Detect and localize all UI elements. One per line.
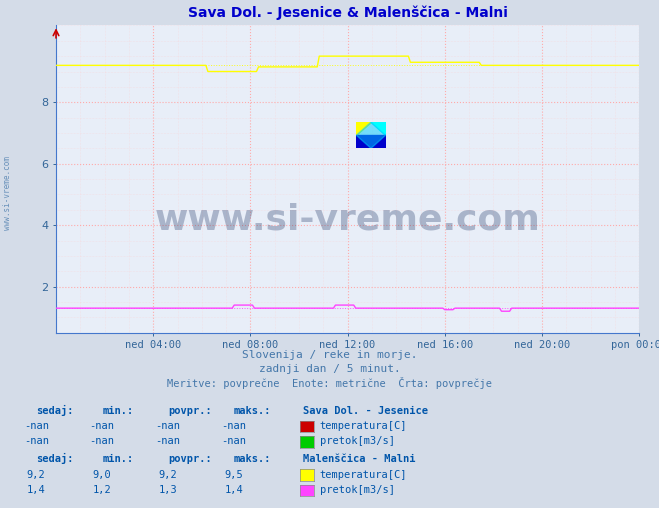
Text: sedaj:: sedaj: <box>36 453 74 464</box>
Text: 1,4: 1,4 <box>225 485 243 495</box>
Text: -nan: -nan <box>90 421 115 431</box>
Text: Malenščica - Malni: Malenščica - Malni <box>303 454 416 464</box>
Text: -nan: -nan <box>156 421 181 431</box>
Text: povpr.:: povpr.: <box>168 454 212 464</box>
Text: maks.:: maks.: <box>234 454 272 464</box>
Text: 9,5: 9,5 <box>225 469 243 480</box>
Text: temperatura[C]: temperatura[C] <box>320 469 407 480</box>
Text: pretok[m3/s]: pretok[m3/s] <box>320 436 395 447</box>
Text: min.:: min.: <box>102 406 133 416</box>
Text: 9,2: 9,2 <box>27 469 45 480</box>
Polygon shape <box>371 122 386 135</box>
Text: Slovenija / reke in morje.: Slovenija / reke in morje. <box>242 350 417 360</box>
Text: 1,3: 1,3 <box>159 485 177 495</box>
Text: -nan: -nan <box>221 421 246 431</box>
Text: www.si-vreme.com: www.si-vreme.com <box>3 156 13 230</box>
Text: www.si-vreme.com: www.si-vreme.com <box>155 202 540 236</box>
Text: maks.:: maks.: <box>234 406 272 416</box>
Text: -nan: -nan <box>24 421 49 431</box>
Text: 9,0: 9,0 <box>93 469 111 480</box>
Text: min.:: min.: <box>102 454 133 464</box>
Text: temperatura[C]: temperatura[C] <box>320 421 407 431</box>
Text: -nan: -nan <box>156 436 181 447</box>
Text: 9,2: 9,2 <box>159 469 177 480</box>
Title: Sava Dol. - Jesenice & Malenščica - Malni: Sava Dol. - Jesenice & Malenščica - Maln… <box>188 6 507 20</box>
Text: 1,4: 1,4 <box>27 485 45 495</box>
Polygon shape <box>357 122 386 148</box>
Text: sedaj:: sedaj: <box>36 405 74 416</box>
Text: -nan: -nan <box>90 436 115 447</box>
Text: pretok[m3/s]: pretok[m3/s] <box>320 485 395 495</box>
Text: -nan: -nan <box>221 436 246 447</box>
Text: povpr.:: povpr.: <box>168 406 212 416</box>
Polygon shape <box>357 122 371 135</box>
Text: 1,2: 1,2 <box>93 485 111 495</box>
Text: -nan: -nan <box>24 436 49 447</box>
Text: Sava Dol. - Jesenice: Sava Dol. - Jesenice <box>303 406 428 416</box>
Text: zadnji dan / 5 minut.: zadnji dan / 5 minut. <box>258 364 401 374</box>
Text: Meritve: povprečne  Enote: metrične  Črta: povprečje: Meritve: povprečne Enote: metrične Črta:… <box>167 376 492 389</box>
Polygon shape <box>357 135 386 148</box>
